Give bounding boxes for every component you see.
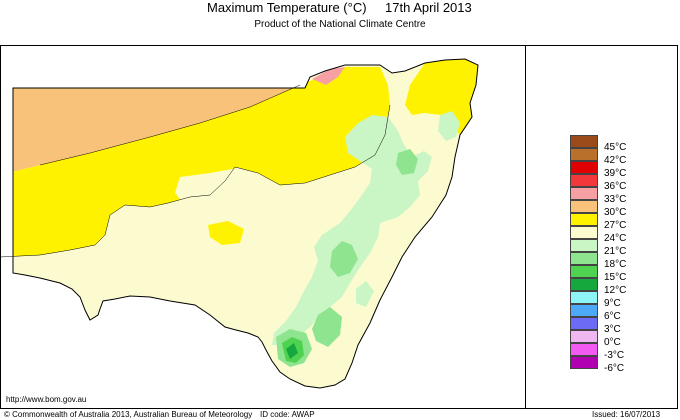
isotherm-30c	[39, 84, 301, 166]
legend-label: 42°C	[604, 155, 627, 166]
state-border	[12, 58, 479, 389]
zone-21c-coast-south	[356, 281, 374, 307]
legend-item: 30°C	[570, 200, 670, 218]
legend-swatch	[570, 187, 598, 200]
legend-label: 30°C	[604, 207, 627, 218]
legend-item: -3°C	[570, 343, 670, 361]
legend-label: 18°C	[604, 259, 627, 270]
legend-swatch	[570, 226, 598, 239]
temperature-map	[0, 58, 479, 389]
legend-swatch	[570, 252, 598, 265]
zone-12c-alpine	[286, 343, 298, 359]
legend-swatch	[570, 265, 598, 278]
legend-label: 9°C	[604, 298, 621, 309]
legend-swatch	[570, 291, 598, 304]
legend-item: 12°C	[570, 278, 670, 296]
zone-27c-west	[13, 67, 390, 257]
legend-label: 21°C	[604, 246, 627, 257]
legend-item: 42°C	[570, 148, 670, 166]
legend-label: 15°C	[604, 272, 627, 283]
legend-label: 0°C	[604, 337, 621, 348]
isotherm-27c	[0, 104, 391, 258]
zone-24c-pocket	[175, 169, 248, 213]
legend-swatch	[570, 278, 598, 291]
legend-item: 36°C	[570, 174, 670, 192]
legend-swatch	[570, 135, 598, 148]
legend-item: 24°C	[570, 226, 670, 244]
zone-27c-island	[208, 221, 244, 245]
legend-item: 18°C	[570, 252, 670, 270]
legend-item: 45°C	[570, 135, 670, 153]
legend-item: 21°C	[570, 239, 670, 257]
zone-21c-coast-north	[438, 111, 460, 141]
zone-33c-north	[312, 67, 345, 85]
legend-label: 24°C	[604, 233, 627, 244]
zone-27c-northeast	[405, 59, 478, 135]
zone-18c-south	[312, 307, 342, 347]
legend-swatch	[570, 304, 598, 317]
legend-swatch	[570, 161, 598, 174]
legend-swatch	[570, 174, 598, 187]
legend-label: 33°C	[604, 194, 627, 205]
id-code: ID code: AWAP	[260, 410, 315, 419]
legend-label: 39°C	[604, 168, 627, 179]
legend-item: 6°C	[570, 304, 670, 322]
legend-label: -6°C	[604, 363, 625, 374]
legend-swatch	[570, 239, 598, 252]
legend-item: 0°C	[570, 330, 670, 348]
legend-item: -6°C	[570, 356, 670, 374]
map-legend-divider	[525, 45, 526, 409]
legend-item: 27°C	[570, 213, 670, 231]
legend-item: 3°C	[570, 317, 670, 335]
legend-label: 27°C	[604, 220, 627, 231]
legend-swatch	[570, 356, 598, 369]
legend-swatch	[570, 317, 598, 330]
legend-swatch	[570, 213, 598, 226]
legend-swatch	[570, 330, 598, 343]
zone-21c-tablelands	[272, 115, 432, 345]
legend-label: 6°C	[604, 311, 621, 322]
legend-label: 36°C	[604, 181, 627, 192]
legend-swatch	[570, 148, 598, 161]
legend: 45°C 42°C 39°C 36°C 33°C 30°C 27°C 24°C 21°C 18°C…	[570, 135, 670, 374]
map-date: 17th April 2013	[385, 0, 472, 15]
zone-18c-central	[330, 241, 358, 277]
legend-label: 3°C	[604, 324, 621, 335]
legend-item: 15°C	[570, 265, 670, 283]
title-row: Maximum Temperature (°C) 17th April 2013	[0, 0, 680, 16]
issued-date: Issued: 16/07/2013	[592, 410, 661, 419]
legend-label: -3°C	[604, 350, 625, 361]
legend-swatch	[570, 200, 598, 213]
legend-swatch	[570, 343, 598, 356]
map-title: Maximum Temperature (°C)	[207, 0, 367, 15]
source-url[interactable]: http://www.bom.gov.au	[6, 395, 87, 404]
zone-18c-north	[396, 149, 418, 175]
copyright-text: © Commonwealth of Australia 2013, Austra…	[4, 410, 253, 419]
legend-item: 39°C	[570, 161, 670, 179]
map-subtitle: Product of the National Climate Centre	[254, 19, 426, 30]
legend-label: 12°C	[604, 285, 627, 296]
legend-label: 45°C	[604, 142, 627, 153]
legend-item: 33°C	[570, 187, 670, 205]
legend-item: 9°C	[570, 291, 670, 309]
